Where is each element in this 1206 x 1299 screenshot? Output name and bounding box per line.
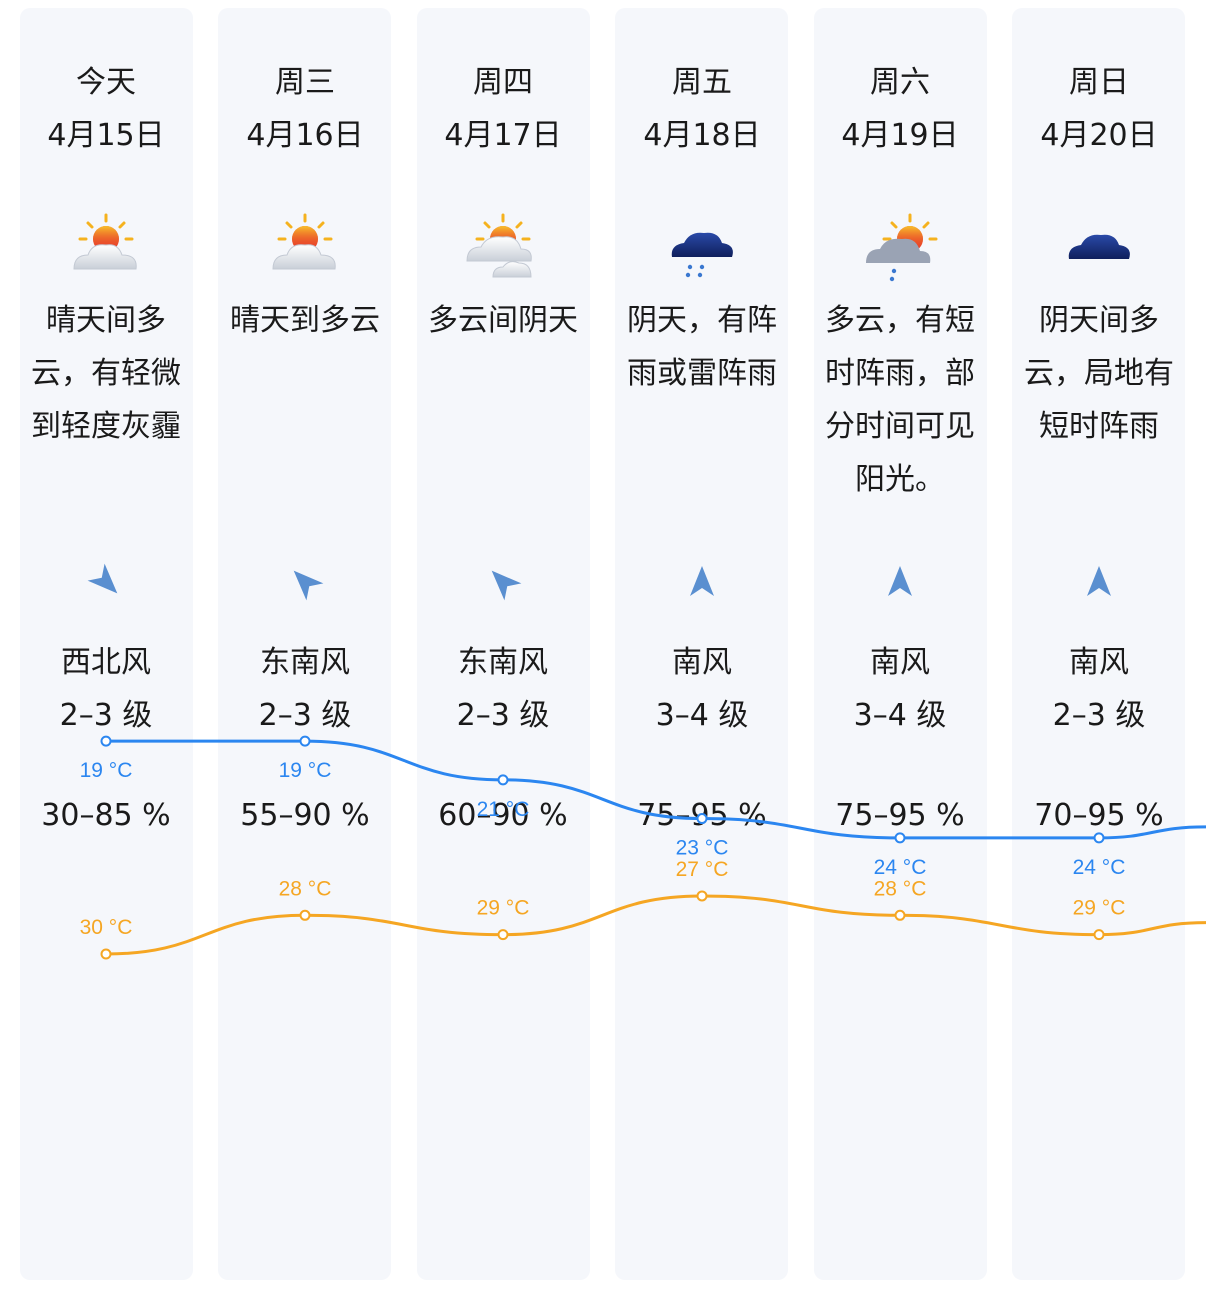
arrow-s-wind-icon xyxy=(1079,562,1119,602)
wind-level: 2–3 级 xyxy=(258,698,352,733)
sun-cloud-icon xyxy=(66,205,146,285)
partly-cloudy-icon xyxy=(463,205,543,285)
arrow-se-wind-icon xyxy=(483,562,523,602)
weather-description: 阴天，有阵 xyxy=(627,303,777,338)
low-temp-point xyxy=(497,774,509,786)
low-temp-point xyxy=(1093,832,1105,844)
humidity: 75–95 % xyxy=(835,798,965,833)
wind-direction: 西北风 xyxy=(61,645,151,680)
high-temp-point xyxy=(299,909,311,921)
high-temp-label: 30 °C xyxy=(80,916,133,939)
sun-cloud-icon xyxy=(265,205,345,285)
day-label: 周六 xyxy=(870,65,930,100)
day-column[interactable] xyxy=(1012,8,1185,1280)
high-temp-line xyxy=(105,894,1206,956)
high-temp-point xyxy=(100,948,112,960)
date-label: 4月15日 xyxy=(47,118,165,153)
low-temp-label: 24 °C xyxy=(1073,856,1126,879)
weather-description: 短时阵雨 xyxy=(1039,409,1159,444)
weather-description: 阳光。 xyxy=(855,462,945,497)
weather-description: 晴天间多 xyxy=(46,303,166,338)
wind-direction: 东南风 xyxy=(458,645,548,680)
date-label: 4月16日 xyxy=(246,118,364,153)
overcast-cloud-icon xyxy=(1059,205,1139,285)
weather-description: 阴天间多 xyxy=(1039,303,1159,338)
weather-description: 多云间阴天 xyxy=(428,303,578,338)
high-temp-label: 29 °C xyxy=(1073,897,1126,920)
weather-description: 到轻度灰霾 xyxy=(31,409,181,444)
weather-description: 多云，有短 xyxy=(825,303,975,338)
arrow-nw-wind-icon xyxy=(86,562,126,602)
high-temp-point xyxy=(1093,929,1105,941)
arrow-se-wind-icon xyxy=(285,562,325,602)
high-temp-label: 27 °C xyxy=(676,858,729,881)
date-label: 4月19日 xyxy=(841,118,959,153)
low-temp-point xyxy=(894,832,906,844)
low-temp-point xyxy=(696,813,708,825)
weather-description: 云，有轻微 xyxy=(31,356,181,391)
weather-description: 时阵雨，部 xyxy=(825,356,975,391)
rain-cloud-icon xyxy=(662,205,742,285)
humidity: 55–90 % xyxy=(240,798,370,833)
high-temp-label: 28 °C xyxy=(874,877,927,900)
day-label: 今天 xyxy=(76,65,136,100)
wind-direction: 南风 xyxy=(1069,645,1129,680)
humidity: 60–90 % xyxy=(438,798,568,833)
date-label: 4月20日 xyxy=(1040,118,1158,153)
low-temp-point xyxy=(100,735,112,747)
wind-level: 3–4 级 xyxy=(853,698,947,733)
low-temp-line xyxy=(106,739,1206,840)
day-column[interactable] xyxy=(615,8,788,1280)
high-temp-point xyxy=(894,909,906,921)
date-label: 4月18日 xyxy=(643,118,761,153)
wind-level: 2–3 级 xyxy=(59,698,153,733)
wind-level: 2–3 级 xyxy=(1052,698,1146,733)
weather-description: 分时间可见 xyxy=(825,409,975,444)
low-temp-point xyxy=(299,735,311,747)
wind-level: 3–4 级 xyxy=(655,698,749,733)
weather-description: 晴天到多云 xyxy=(230,303,380,338)
low-temp-label: 23 °C xyxy=(676,837,729,860)
day-column[interactable] xyxy=(814,8,987,1280)
date-label: 4月17日 xyxy=(444,118,562,153)
day-label: 周四 xyxy=(473,65,533,100)
day-label: 周日 xyxy=(1069,65,1129,100)
arrow-s-wind-icon xyxy=(682,562,722,602)
sun-shower-icon xyxy=(860,205,940,285)
weather-description: 雨或雷阵雨 xyxy=(627,356,777,391)
low-temp-label: 24 °C xyxy=(874,856,927,879)
high-temp-point xyxy=(696,890,708,902)
low-temp-label: 21 °C xyxy=(477,798,530,821)
humidity: 30–85 % xyxy=(41,798,171,833)
weather-description: 云，局地有 xyxy=(1024,356,1174,391)
high-temp-label: 28 °C xyxy=(279,877,332,900)
low-temp-label: 19 °C xyxy=(80,759,133,782)
humidity: 70–95 % xyxy=(1034,798,1164,833)
day-label: 周五 xyxy=(672,65,732,100)
low-temp-label: 19 °C xyxy=(279,759,332,782)
arrow-s-wind-icon xyxy=(880,562,920,602)
high-temp-point xyxy=(497,929,509,941)
wind-direction: 东南风 xyxy=(260,645,350,680)
wind-direction: 南风 xyxy=(672,645,732,680)
high-temp-label: 29 °C xyxy=(477,897,530,920)
day-label: 周三 xyxy=(275,65,335,100)
wind-level: 2–3 级 xyxy=(456,698,550,733)
wind-direction: 南风 xyxy=(870,645,930,680)
